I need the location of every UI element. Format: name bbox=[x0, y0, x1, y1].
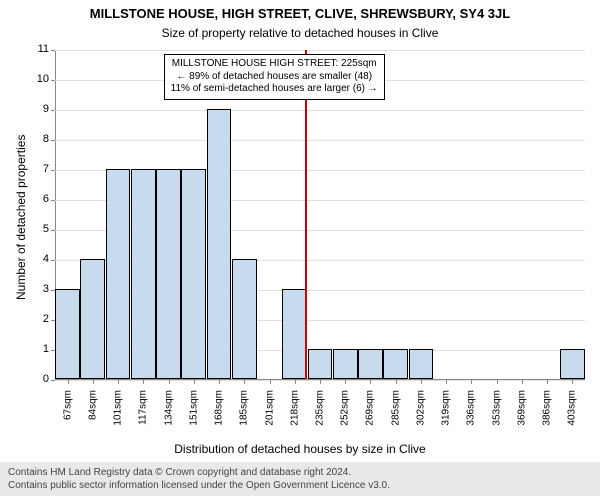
y-tick-label: 10 bbox=[31, 73, 55, 85]
histogram-bar bbox=[181, 169, 206, 379]
x-tick-label: 386sqm bbox=[542, 386, 553, 426]
x-tick-mark bbox=[345, 380, 346, 384]
histogram-bar bbox=[207, 109, 232, 379]
x-tick-mark bbox=[143, 380, 144, 384]
histogram-bar bbox=[131, 169, 156, 379]
footer-attribution: Contains HM Land Registry data © Crown c… bbox=[0, 462, 600, 496]
footer-line: Contains HM Land Registry data © Crown c… bbox=[8, 466, 592, 479]
x-tick-label: 235sqm bbox=[315, 386, 326, 426]
gridline bbox=[55, 140, 585, 141]
x-tick-mark bbox=[547, 380, 548, 384]
annotation-box: MILLSTONE HOUSE HIGH STREET: 225sqm← 89%… bbox=[164, 54, 385, 100]
histogram-bar bbox=[560, 349, 585, 379]
histogram-bar bbox=[156, 169, 181, 379]
x-tick-mark bbox=[295, 380, 296, 384]
y-tick-label: 5 bbox=[31, 223, 55, 235]
y-tick-label: 9 bbox=[31, 103, 55, 115]
histogram-bar bbox=[282, 289, 307, 379]
histogram-bar bbox=[232, 259, 257, 379]
x-tick-mark bbox=[194, 380, 195, 384]
y-tick-label: 6 bbox=[31, 193, 55, 205]
x-tick-label: 353sqm bbox=[491, 386, 502, 426]
x-tick-mark bbox=[522, 380, 523, 384]
x-tick-label: 302sqm bbox=[415, 386, 426, 426]
footer-line: Contains public sector information licen… bbox=[8, 479, 592, 492]
y-axis-label: Number of detached properties bbox=[14, 135, 28, 300]
histogram-bar bbox=[383, 349, 408, 379]
annotation-line: ← 89% of detached houses are smaller (48… bbox=[171, 71, 378, 84]
annotation-line: MILLSTONE HOUSE HIGH STREET: 225sqm bbox=[171, 58, 378, 71]
histogram-bar bbox=[409, 349, 434, 379]
x-tick-label: 134sqm bbox=[163, 386, 174, 426]
x-tick-mark bbox=[169, 380, 170, 384]
x-tick-label: 403sqm bbox=[567, 386, 578, 426]
x-tick-label: 269sqm bbox=[365, 386, 376, 426]
x-tick-label: 369sqm bbox=[516, 386, 527, 426]
chart-container: MILLSTONE HOUSE, HIGH STREET, CLIVE, SHR… bbox=[0, 0, 600, 500]
x-tick-label: 67sqm bbox=[62, 386, 73, 420]
x-tick-mark bbox=[270, 380, 271, 384]
x-tick-mark bbox=[320, 380, 321, 384]
histogram-bar bbox=[358, 349, 383, 379]
y-tick-label: 7 bbox=[31, 163, 55, 175]
x-tick-mark bbox=[370, 380, 371, 384]
x-tick-mark bbox=[118, 380, 119, 384]
x-tick-label: 84sqm bbox=[87, 386, 98, 420]
x-tick-label: 151sqm bbox=[188, 386, 199, 426]
x-tick-label: 218sqm bbox=[289, 386, 300, 426]
x-tick-mark bbox=[68, 380, 69, 384]
histogram-bar bbox=[80, 259, 105, 379]
x-tick-mark bbox=[497, 380, 498, 384]
histogram-bar bbox=[106, 169, 131, 379]
plot-area: 0123456789101167sqm84sqm101sqm117sqm134s… bbox=[55, 50, 585, 380]
x-tick-label: 117sqm bbox=[138, 386, 149, 425]
y-tick-label: 2 bbox=[31, 313, 55, 325]
x-tick-label: 319sqm bbox=[441, 386, 452, 426]
x-tick-mark bbox=[219, 380, 220, 384]
y-tick-label: 1 bbox=[31, 343, 55, 355]
histogram-bar bbox=[55, 289, 80, 379]
y-tick-label: 0 bbox=[31, 373, 55, 385]
y-tick-label: 3 bbox=[31, 283, 55, 295]
x-tick-label: 201sqm bbox=[264, 386, 275, 426]
y-tick-label: 11 bbox=[31, 43, 55, 55]
x-tick-label: 185sqm bbox=[239, 386, 250, 426]
x-tick-label: 168sqm bbox=[214, 386, 225, 426]
x-tick-mark bbox=[396, 380, 397, 384]
histogram-bar bbox=[308, 349, 333, 379]
x-tick-mark bbox=[446, 380, 447, 384]
chart-title-sub: Size of property relative to detached ho… bbox=[0, 26, 600, 40]
histogram-bar bbox=[333, 349, 358, 379]
x-axis-label: Distribution of detached houses by size … bbox=[0, 442, 600, 456]
annotation-line: 11% of semi-detached houses are larger (… bbox=[171, 83, 378, 96]
chart-title-main: MILLSTONE HOUSE, HIGH STREET, CLIVE, SHR… bbox=[0, 6, 600, 21]
y-tick-label: 4 bbox=[31, 253, 55, 265]
x-tick-label: 252sqm bbox=[340, 386, 351, 426]
y-tick-label: 8 bbox=[31, 133, 55, 145]
x-tick-mark bbox=[244, 380, 245, 384]
gridline bbox=[55, 50, 585, 51]
x-tick-label: 101sqm bbox=[113, 386, 124, 426]
x-tick-label: 336sqm bbox=[466, 386, 477, 426]
x-tick-label: 285sqm bbox=[390, 386, 401, 426]
gridline bbox=[55, 110, 585, 111]
x-tick-mark bbox=[471, 380, 472, 384]
x-tick-mark bbox=[421, 380, 422, 384]
x-tick-mark bbox=[572, 380, 573, 384]
x-tick-mark bbox=[93, 380, 94, 384]
